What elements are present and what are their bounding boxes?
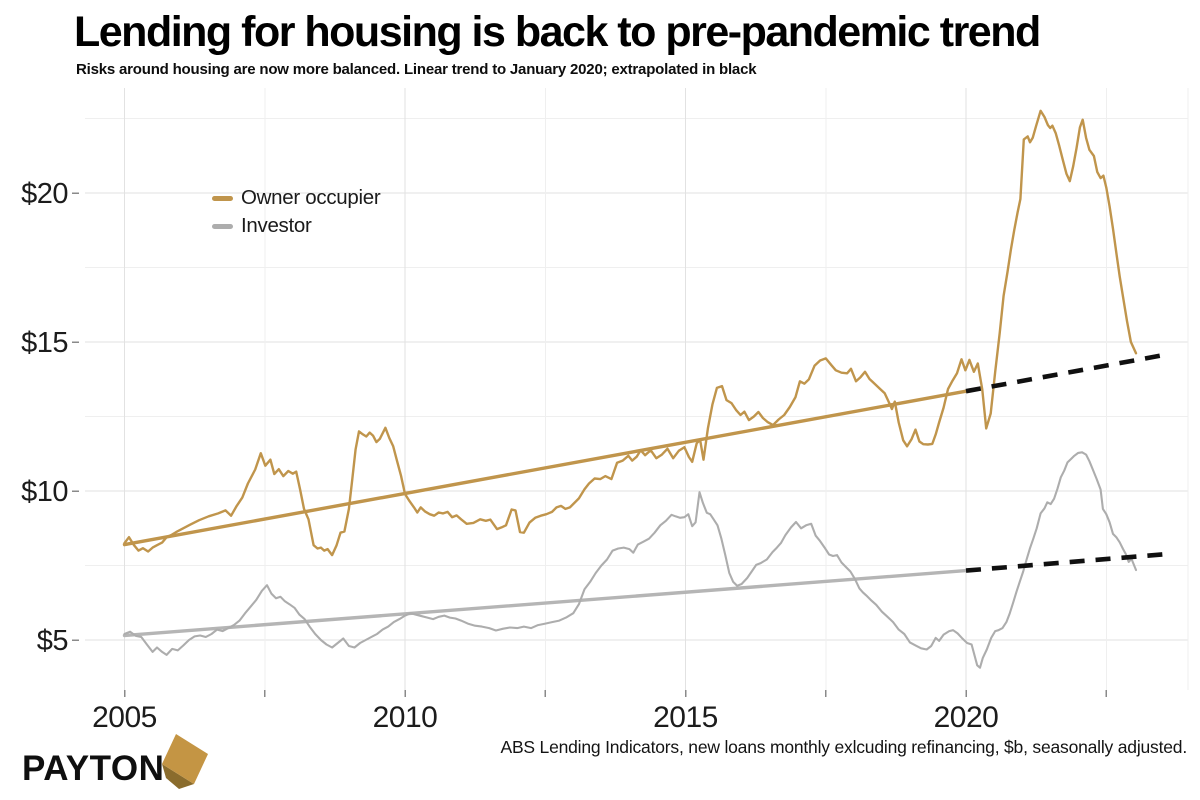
line-investor [123,451,1138,669]
logo-arrow-shadow [162,764,194,789]
x-axis-label: 2005 [92,701,157,734]
payton-logo: PAYTON [22,749,165,788]
line-owner-occupier [123,109,1138,557]
y-axis-label: $5 [37,625,68,657]
legend-item-owner-occupier: Owner occupier [212,184,381,212]
logo-arrow-icon [162,734,208,789]
page-subtitle: Risks around housing are now more balanc… [76,61,757,78]
legend-label: Investor [241,214,312,237]
line-owner-occupier-trend [122,389,968,547]
page-title: Lending for housing is back to pre-pande… [74,8,1041,56]
line-investor-trend [122,568,968,638]
legend-item-investor: Investor [212,212,380,240]
x-axis-label: 2020 [934,701,999,734]
y-axis-label: $15 [21,327,68,359]
line-owner-occupier-trend-extrapolated [965,352,1166,394]
x-axis-label: 2015 [653,701,718,734]
legend: Owner occupier Investor [212,184,381,240]
investor-swatch-icon [212,223,233,229]
logo-arrow-main [162,734,208,784]
owner-occupier-swatch-icon [212,195,233,201]
y-axis-label: $10 [21,476,68,508]
y-axis-label: $20 [21,178,68,210]
source-note: ABS Lending Indicators, new loans monthl… [500,737,1187,757]
x-axis-label: 2010 [373,701,438,734]
legend-label: Owner occupier [241,186,381,209]
line-investor-trend-extrapolated [965,551,1166,573]
